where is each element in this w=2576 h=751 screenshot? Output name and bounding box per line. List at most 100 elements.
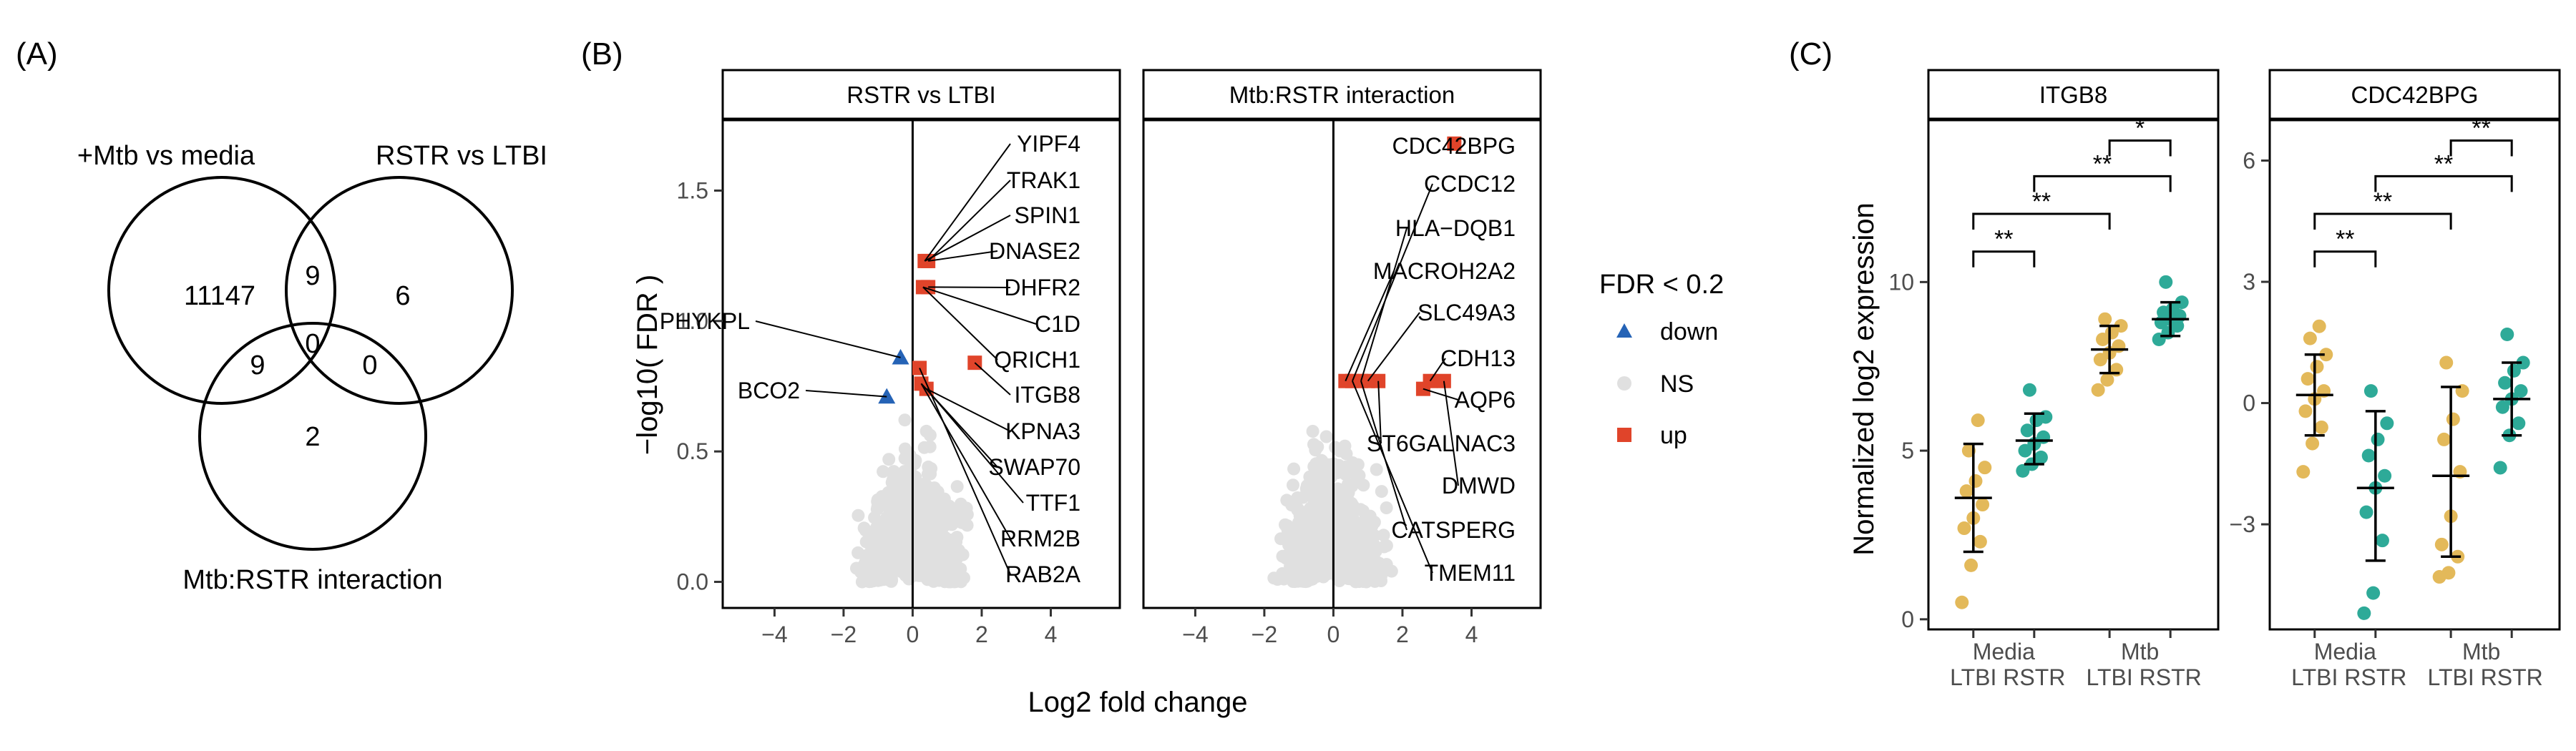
ns-point xyxy=(928,506,942,520)
ns-point xyxy=(1380,501,1393,514)
data-point-rstr xyxy=(2361,448,2376,463)
significance-label: ** xyxy=(2336,226,2354,253)
ns-point xyxy=(1307,529,1320,542)
ns-point xyxy=(884,571,898,585)
gene-label: ITGB8 xyxy=(1015,382,1080,408)
ns-point xyxy=(1334,521,1347,535)
x-tick-label: 4 xyxy=(1465,622,1478,647)
facet-strip-c0 xyxy=(1927,69,2220,120)
ns-point xyxy=(1307,438,1320,451)
data-point-ltbi xyxy=(2100,373,2114,387)
gene-label: SWAP70 xyxy=(988,454,1080,480)
ns-point xyxy=(1323,499,1337,512)
volcano-plots: RSTR vs LTBI −4 −2 0 2 4 Mtb:RSTR interaction −… xyxy=(632,69,1724,718)
ns-point xyxy=(869,537,882,551)
ns-point xyxy=(1355,570,1368,584)
significance-bracket xyxy=(2108,139,2172,157)
ns-point xyxy=(954,497,967,511)
ns-point xyxy=(1317,525,1330,539)
data-point-ltbi xyxy=(2114,319,2128,333)
significance-bracket xyxy=(1972,212,2111,230)
data-point-ltbi xyxy=(2296,465,2311,479)
ns-point xyxy=(852,509,865,522)
x-tick-label: LTBI xyxy=(2428,664,2474,690)
ns-point xyxy=(955,571,969,584)
ns-point xyxy=(1271,573,1284,586)
x-axis-title: Log2 fold change xyxy=(1028,687,1248,718)
x-tick-label: RSTR xyxy=(2481,664,2543,690)
venn-count-all: 0 xyxy=(305,329,320,359)
legend-key-up xyxy=(1617,428,1631,442)
ns-point xyxy=(1319,430,1333,443)
panel-letter-a: (A) xyxy=(16,36,58,72)
venn-count-only-mtb: 11147 xyxy=(184,281,255,311)
facet-strip-c1 xyxy=(2268,69,2561,120)
data-point-rstr xyxy=(2363,384,2378,398)
ns-point xyxy=(1357,478,1370,492)
x-tick-label: LTBI xyxy=(1950,664,1996,690)
venn-count-rstr-interaction: 0 xyxy=(362,350,377,381)
ns-point xyxy=(887,530,901,544)
significance-label: * xyxy=(2135,114,2145,142)
data-point-ltbi xyxy=(1957,521,1971,536)
ns-point xyxy=(935,571,949,585)
significance-label: ** xyxy=(2373,188,2392,215)
gene-label: CDC42BPG xyxy=(1392,133,1516,159)
ns-point xyxy=(1306,543,1319,556)
y-tick-label: 0 xyxy=(1901,607,1914,632)
venn-circle-mtb xyxy=(107,176,336,405)
ns-point xyxy=(1313,568,1327,581)
venn-set-label-rstr: RSTR vs LTBI xyxy=(376,141,547,171)
data-point-rstr xyxy=(2039,410,2053,424)
x-tick-label: RSTR xyxy=(2003,664,2065,690)
data-point-rstr xyxy=(2359,505,2373,519)
gene-leader-line xyxy=(1429,358,1446,382)
data-point-rstr xyxy=(2378,468,2392,483)
gene-label: YIPF4 xyxy=(1017,131,1080,157)
ns-point xyxy=(948,544,962,558)
x-tick-label: RSTR xyxy=(2140,664,2202,690)
venn-count-only-rstr: 6 xyxy=(395,281,410,311)
gene-label: CCDC12 xyxy=(1424,171,1516,197)
significance-bracket xyxy=(2313,212,2452,230)
ns-point xyxy=(1313,463,1327,476)
gene-label: BCO2 xyxy=(738,378,800,403)
ns-points-1 xyxy=(1267,425,1398,589)
gene-label: DHFR2 xyxy=(1004,275,1080,300)
ns-point xyxy=(1368,574,1382,588)
ns-point xyxy=(1281,519,1294,533)
venn-count-mtb-interaction: 9 xyxy=(250,350,265,381)
data-point-ltbi xyxy=(2098,312,2112,326)
ns-point xyxy=(871,495,884,509)
x-tick-label: LTBI xyxy=(2087,664,2133,690)
ns-point xyxy=(857,567,871,581)
gene-leader-line xyxy=(1443,381,1459,486)
venn-set-label-interaction: Mtb:RSTR interaction xyxy=(182,565,442,595)
gene-label: HLA−DQB1 xyxy=(1395,215,1516,241)
x-group-label: Mtb xyxy=(2121,639,2159,664)
ns-points-0 xyxy=(850,413,974,589)
data-point-rstr xyxy=(2375,534,2389,548)
data-point-rstr xyxy=(2512,416,2526,431)
gene-leader-line xyxy=(1423,388,1459,401)
ns-point xyxy=(1332,512,1346,525)
ns-point xyxy=(1352,468,1366,482)
ns-point xyxy=(1317,485,1330,499)
gene-leader-line xyxy=(928,250,998,262)
legend-label-ns: NS xyxy=(1660,370,1694,398)
data-point-rstr xyxy=(2034,451,2048,465)
ns-point xyxy=(921,468,935,481)
y-tick-label: 10 xyxy=(1888,269,1914,295)
ns-point xyxy=(1379,564,1392,577)
data-point-rstr xyxy=(2498,376,2512,390)
gene-label: SLC49A3 xyxy=(1418,300,1516,325)
gene-leader-line xyxy=(755,320,901,358)
x-tick-label: 4 xyxy=(1045,622,1058,647)
panel-letter-b: (B) xyxy=(581,36,623,72)
data-point-ltbi xyxy=(2434,537,2449,551)
x-tick-label: −4 xyxy=(761,622,787,647)
gene-leader-line xyxy=(1360,227,1407,381)
legend-label-up: up xyxy=(1660,422,1687,449)
